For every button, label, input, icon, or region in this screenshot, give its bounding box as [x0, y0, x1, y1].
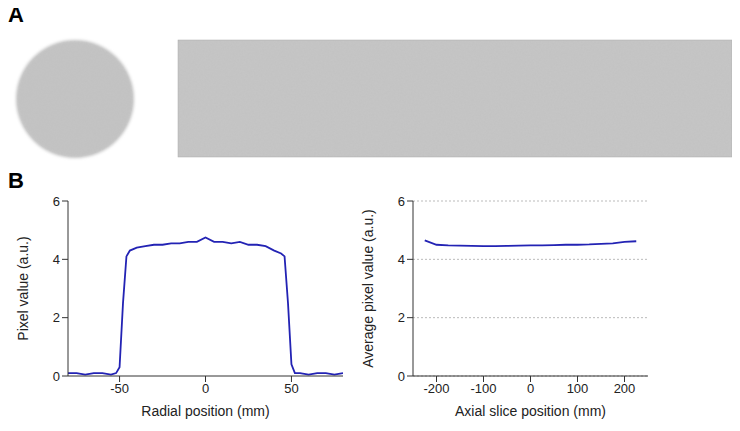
svg-text:-50: -50	[110, 381, 129, 396]
svg-text:Axial slice position (mm): Axial slice position (mm)	[455, 403, 606, 419]
svg-text:Average pixel value (a.u.): Average pixel value (a.u.)	[360, 209, 376, 368]
svg-text:200: 200	[614, 381, 636, 396]
svg-text:4: 4	[53, 252, 60, 267]
svg-text:Pixel value (a.u.): Pixel value (a.u.)	[15, 236, 31, 340]
svg-text:50: 50	[284, 381, 298, 396]
svg-text:0: 0	[398, 369, 405, 384]
svg-text:100: 100	[567, 381, 589, 396]
svg-text:2: 2	[398, 310, 405, 325]
svg-text:-200: -200	[423, 381, 449, 396]
svg-text:Radial position (mm): Radial position (mm)	[141, 403, 269, 419]
html-text:B: B	[8, 168, 24, 193]
svg-text:0: 0	[202, 381, 209, 396]
svg-text:0: 0	[527, 381, 534, 396]
svg-text:6: 6	[398, 194, 405, 209]
svg-text:-100: -100	[470, 381, 496, 396]
svg-text:0: 0	[53, 369, 60, 384]
svg-text:6: 6	[53, 194, 60, 209]
svg-text:4: 4	[398, 252, 405, 267]
svg-text:2: 2	[53, 310, 60, 325]
html-text:A: A	[8, 2, 24, 27]
